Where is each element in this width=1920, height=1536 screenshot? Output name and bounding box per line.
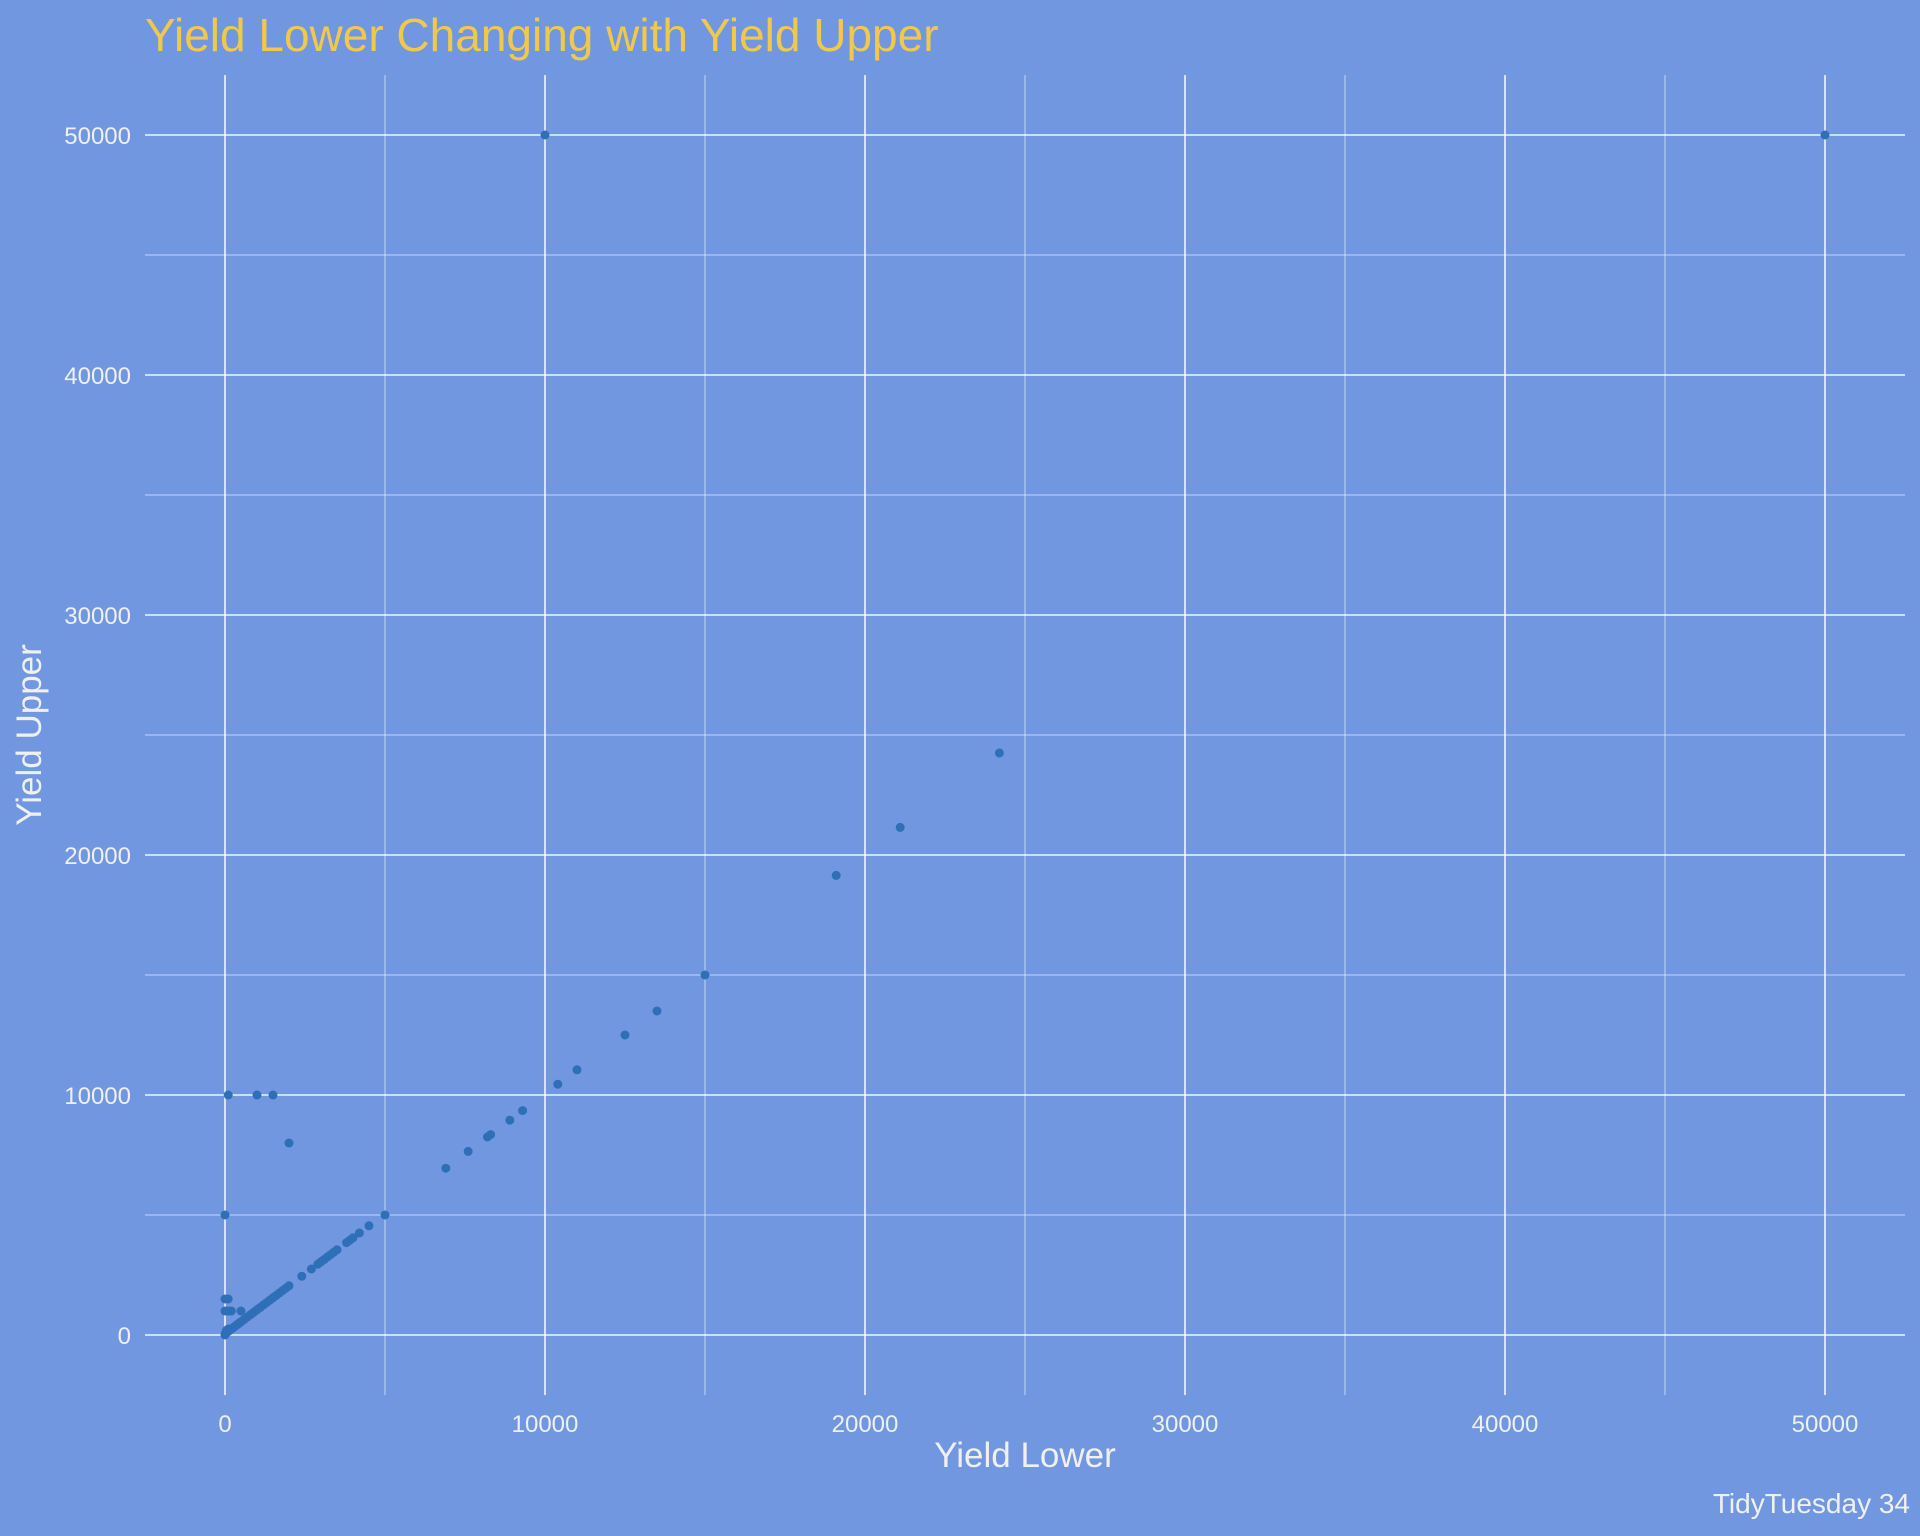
data-point	[223, 1294, 233, 1304]
data-point	[1820, 130, 1830, 140]
y-axis-title: Yield Upper	[10, 644, 49, 826]
y-tick-label: 40000	[64, 363, 131, 390]
data-point	[348, 1233, 358, 1243]
data-point	[297, 1271, 307, 1281]
data-point	[284, 1281, 294, 1291]
data-point	[652, 1006, 662, 1016]
data-point	[354, 1228, 364, 1238]
data-point	[380, 1210, 390, 1220]
x-tick-label: 50000	[1792, 1411, 1859, 1438]
data-point	[306, 1264, 316, 1274]
data-point	[486, 1130, 496, 1140]
data-point	[220, 1210, 230, 1220]
data-point	[268, 1090, 278, 1100]
chart-caption: TidyTuesday 34	[1712, 1488, 1910, 1519]
y-tick-label: 50000	[64, 123, 131, 150]
data-point	[620, 1030, 630, 1040]
data-point	[236, 1306, 246, 1316]
data-point	[700, 970, 710, 980]
data-point	[226, 1306, 236, 1316]
data-point	[553, 1079, 563, 1089]
data-point	[540, 130, 550, 140]
data-point	[441, 1163, 451, 1173]
data-point	[505, 1115, 515, 1125]
data-point	[895, 822, 905, 832]
data-point	[518, 1106, 528, 1116]
data-point	[364, 1221, 374, 1231]
chart-title: Yield Lower Changing with Yield Upper	[145, 9, 939, 61]
data-point	[572, 1065, 582, 1075]
x-tick-label: 30000	[1152, 1411, 1219, 1438]
data-point	[994, 748, 1004, 758]
data-point	[223, 1090, 233, 1100]
y-tick-label: 20000	[64, 843, 131, 870]
data-point	[332, 1245, 342, 1255]
x-tick-label: 20000	[832, 1411, 899, 1438]
data-point	[831, 870, 841, 880]
y-tick-label: 30000	[64, 603, 131, 630]
x-tick-label: 0	[218, 1411, 231, 1438]
x-tick-label: 40000	[1472, 1411, 1539, 1438]
data-point	[284, 1138, 294, 1148]
y-tick-label: 10000	[64, 1083, 131, 1110]
x-axis-title: Yield Lower	[934, 1436, 1116, 1475]
x-tick-label: 10000	[512, 1411, 579, 1438]
data-point	[252, 1090, 262, 1100]
y-tick-label: 0	[118, 1323, 131, 1350]
data-point	[463, 1146, 473, 1156]
